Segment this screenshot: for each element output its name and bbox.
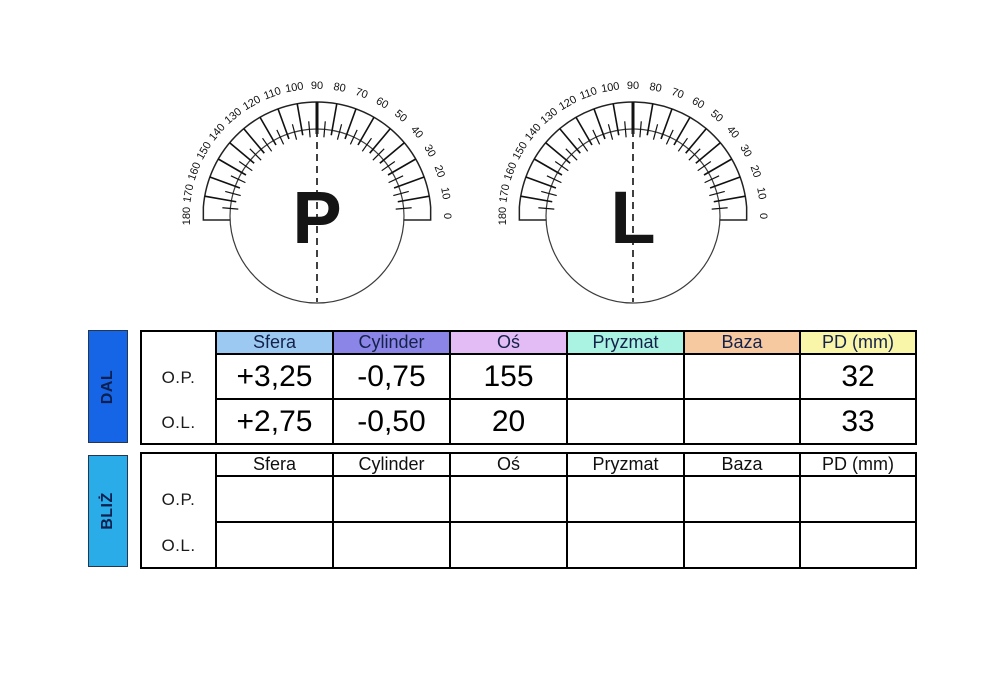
near-header-cylinder: Cylinder: [332, 452, 451, 477]
section-bar-dal-label: DAL: [98, 369, 116, 404]
near-header-pd: PD (mm): [799, 452, 917, 477]
tick-label: 180: [181, 207, 193, 225]
tick-label: 150: [511, 140, 531, 162]
far-header-os: Oś: [449, 330, 568, 355]
far-ol-cylinder: -0,50: [332, 398, 451, 445]
near-row-label-op: O.P.: [161, 490, 196, 509]
near-prescription-table: O.P. O.L. Sfera Cylinder Oś Pryzmat Baza…: [140, 452, 917, 569]
section-bar-bliz-label: BLIŻ: [98, 492, 116, 530]
scale-end-cap-right: [719, 207, 748, 221]
tick-label: 40: [724, 124, 741, 141]
tick-label: 100: [284, 80, 304, 95]
tick-label: 170: [181, 183, 196, 203]
tick-label: 110: [578, 85, 599, 102]
far-op-pd: 32: [799, 353, 917, 400]
far-op-sfera: +3,25: [215, 353, 334, 400]
near-op-sfera: [215, 475, 334, 523]
tick-label: 20: [748, 164, 763, 180]
far-op-cylinder: -0,75: [332, 353, 451, 400]
far-ol-baza: [683, 398, 801, 445]
tick-label: 130: [222, 106, 244, 127]
far-op-os: 155: [449, 353, 568, 400]
tick-label: 110: [262, 85, 283, 102]
tick-label: 90: [311, 80, 323, 92]
near-header-os: Oś: [449, 452, 568, 477]
tick-label: 70: [354, 86, 370, 101]
near-ol-pd: [799, 521, 917, 569]
near-ol-baza: [683, 521, 801, 569]
tick-label: 60: [690, 95, 707, 112]
near-op-cylinder: [332, 475, 451, 523]
far-row-label-op: O.P.: [161, 367, 196, 387]
near-ol-pryzmat: [566, 521, 685, 569]
tick-label: 50: [392, 108, 409, 125]
dial-letter: L: [610, 176, 655, 259]
far-header-pd: PD (mm): [799, 330, 917, 355]
tick-label: 100: [600, 80, 620, 95]
tick-label: 120: [557, 94, 579, 114]
scale-end-cap-left: [518, 207, 547, 221]
far-ol-pryzmat: [566, 398, 685, 445]
tick-label: 160: [186, 161, 204, 182]
near-op-pd: [799, 475, 917, 523]
tick-label: 130: [538, 106, 560, 127]
tick-label: 70: [670, 86, 686, 101]
section-bar-bliz: BLIŻ: [88, 455, 128, 567]
tick-label: 80: [333, 81, 347, 95]
tick-label: 170: [497, 183, 512, 203]
near-op-os: [449, 475, 568, 523]
near-op-baza: [683, 475, 801, 523]
far-eye-label-column: O.P. O.L.: [140, 330, 217, 445]
near-ol-cylinder: [332, 521, 451, 569]
tick-label: 0: [757, 213, 769, 219]
dial-letter: P: [292, 176, 341, 259]
scale-end-cap-right: [403, 207, 432, 221]
scale-ticks: [520, 102, 746, 210]
near-eye-label-column: O.P. O.L.: [140, 452, 217, 569]
far-header-baza: Baza: [683, 330, 801, 355]
scale-ticks: [204, 102, 430, 210]
near-header-sfera: Sfera: [215, 452, 334, 477]
tick-label: 50: [708, 108, 725, 125]
tick-label: 140: [207, 121, 228, 143]
tick-label: 80: [649, 81, 663, 95]
near-ol-sfera: [215, 521, 334, 569]
tick-label: 10: [438, 186, 452, 200]
near-header-pryzmat: Pryzmat: [566, 452, 685, 477]
tick-label: 180: [497, 207, 509, 225]
scale-end-cap-left: [202, 207, 231, 221]
far-ol-pd: 33: [799, 398, 917, 445]
near-ol-os: [449, 521, 568, 569]
far-prescription-table: O.P. O.L. Sfera Cylinder Oś Pryzmat Baza…: [140, 330, 917, 445]
near-op-pryzmat: [566, 475, 685, 523]
tick-label: 0: [441, 213, 453, 219]
far-ol-sfera: +2,75: [215, 398, 334, 445]
far-ol-os: 20: [449, 398, 568, 445]
tick-label: 30: [737, 143, 754, 160]
tick-label: 90: [627, 80, 639, 92]
tick-label: 30: [421, 143, 438, 160]
far-header-pryzmat: Pryzmat: [566, 330, 685, 355]
far-row-label-ol: O.L.: [161, 412, 196, 432]
tick-label: 60: [374, 95, 391, 112]
tick-label: 150: [195, 140, 215, 162]
near-row-label-ol: O.L.: [161, 536, 196, 555]
tick-label: 40: [408, 124, 425, 141]
tick-label: 160: [502, 161, 520, 182]
far-op-pryzmat: [566, 353, 685, 400]
far-op-baza: [683, 353, 801, 400]
far-header-cylinder: Cylinder: [332, 330, 451, 355]
tick-label: 10: [754, 186, 768, 200]
tick-label: 120: [241, 94, 263, 114]
section-bar-dal: DAL: [88, 330, 128, 443]
far-header-sfera: Sfera: [215, 330, 334, 355]
tick-label: 140: [523, 121, 544, 143]
near-header-baza: Baza: [683, 452, 801, 477]
tick-label: 20: [432, 164, 447, 180]
